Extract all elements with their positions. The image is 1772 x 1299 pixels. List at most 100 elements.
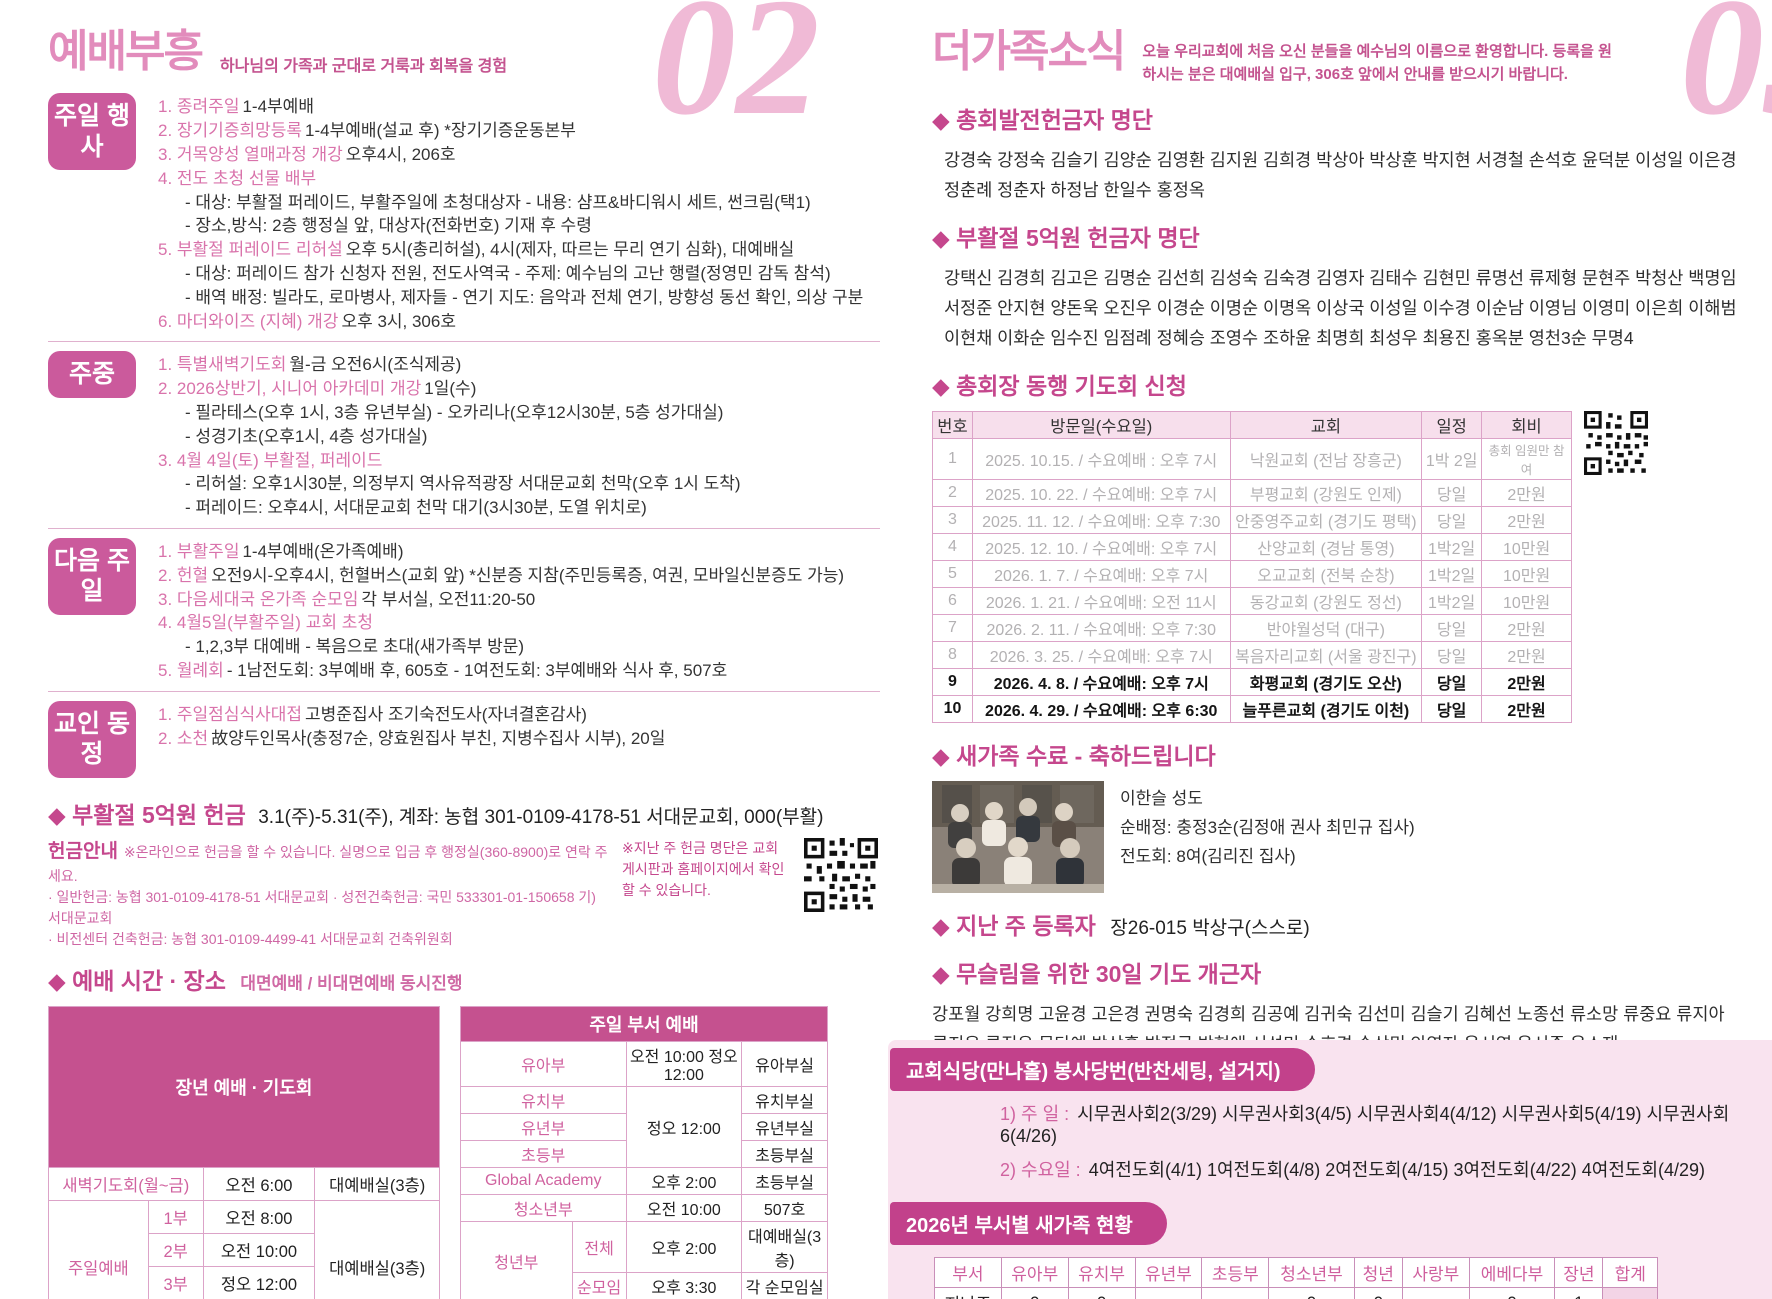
prayer-tour-wrap: 번호 방문일(수요일) 교회 일정 회비 1 2025. 10.15. / 수요예… <box>932 410 1740 723</box>
table-row: 유아부 오전 10:00 정오 12:00 유아부실 <box>460 1041 828 1088</box>
visit-date: 2026. 1. 21. / 수요예배: 오전 11시 <box>971 586 1231 615</box>
table-row: 새벽기도회(월~금) 오전 6:00 대예배실(3층) <box>48 1167 440 1202</box>
dept-time: 오전 10:00 정오 12:00 <box>625 1041 743 1088</box>
fee: 총회 임원만 참여 <box>1481 437 1572 480</box>
service-part: 2부 <box>147 1233 204 1268</box>
item-text: - 리허설: 오후1시30분, 의정부지 역사유적광장 서대문교회 천막(오후 … <box>185 474 741 494</box>
fee: 2만원 <box>1481 613 1572 642</box>
col-header: 초등부 <box>1201 1257 1270 1288</box>
section-heading: ◆ 총회장 동행 기도회 신청 <box>932 372 1187 399</box>
section-last-week-registered: ◆ 지난 주 등록자 장26-015 박상구(스스로) <box>932 907 1740 941</box>
schedule: 1박2일 <box>1421 532 1483 561</box>
table-row: 초등부 초등부실 <box>460 1140 828 1169</box>
dept-place: 유치부실 <box>741 1086 828 1115</box>
item-text: 오후 3시, 306호 <box>341 311 456 331</box>
list-subitem: - 1,2,3부 대예배 - 복음으로 초대(새가족부 방문) <box>158 635 880 659</box>
list-item: 3. 다음세대국 온가족 순모임 각 부서실, 오전11:20-50 <box>158 588 880 612</box>
worship-subheading: 대면예배 / 비대면예배 동시진행 <box>240 974 463 994</box>
item-text: 오전9시-오후4시, 헌혈버스(교회 앞) *신분증 지참(주민등록증, 여권,… <box>211 565 845 585</box>
dept-subgroup: 순모임 <box>571 1272 627 1299</box>
list-item: 4. 전도 초청 선물 배부 <box>158 167 880 191</box>
graduate-name: 이한슬 성도 <box>1120 788 1203 808</box>
dept-name: Global Academy <box>460 1167 627 1196</box>
dept-subgroup: 전체 <box>571 1221 627 1274</box>
col-header: 에베다부 <box>1468 1257 1556 1288</box>
stat-value: - <box>1134 1287 1203 1299</box>
item-text: - 1,2,3부 대예배 - 복음으로 초대(새가족부 방문) <box>185 637 525 657</box>
section-prayer-tour: ◆ 총회장 동행 기도회 신청 번호 방문일(수요일) 교회 일정 회비 <box>932 367 1740 723</box>
visit-date: 2026. 4. 29. / 수요예배: 오후 6:30 <box>971 694 1231 723</box>
dept-place: 유년부실 <box>741 1113 828 1142</box>
dept-place: 대예배실(3층) <box>741 1221 828 1274</box>
stat-value: 0 <box>1353 1287 1403 1299</box>
church-name: 반야월성덕 (대구) <box>1229 613 1423 642</box>
item-lead: 3. 4월 4일(토) 부활절, 퍼레이드 <box>158 450 383 470</box>
fee: 2만원 <box>1481 505 1572 534</box>
item-lead: 3. 다음세대국 온가족 순모임 <box>158 589 359 609</box>
item-text: 각 부서실, 오전11:20-50 <box>361 589 536 609</box>
item-text: 1-4부예배 <box>242 97 314 117</box>
service-place: 대예배실(3층) <box>314 1200 440 1299</box>
table-row: 2 2025. 10. 22. / 수요예배: 오후 7시 부평교회 (강원도 인제… <box>932 478 1572 507</box>
fee: 10만원 <box>1481 559 1572 588</box>
schedule: 당일 <box>1421 505 1483 534</box>
col-header: 유아부 <box>1000 1257 1069 1288</box>
col-header: 합계 <box>1602 1257 1658 1288</box>
section-label: 주일 행사 <box>48 93 136 171</box>
dept-name: 청년부 <box>460 1221 573 1299</box>
church-name: 늘푸른교회 (경기도 이천) <box>1229 694 1423 723</box>
item-lead: 2. 소천 <box>158 728 209 748</box>
duty-line: 1) 주 일 : 시무권사회2(3/29) 시무권사회3(4/5) 시무권사회4(… <box>1000 1100 1772 1147</box>
item-text: 오후4시, 206호 <box>345 144 456 164</box>
list-item: 4. 4월5일(부활주일) 교회 초청 <box>158 611 880 635</box>
visit-date: 2026. 4. 8. / 수요예배: 오후 7시 <box>971 667 1231 696</box>
table-row: 유치부 정오 12:00 유치부실 <box>460 1086 828 1169</box>
dept-name: 유치부 <box>460 1086 627 1115</box>
section-heading: ◆ 무슬림을 위한 30일 기도 개근자 <box>932 960 1262 987</box>
list-subitem: - 리허설: 오후1시30분, 의정부지 역사유적광장 서대문교회 천막(오후 … <box>158 472 880 496</box>
item-text: 월-금 오전6시(조식제공) <box>289 355 462 375</box>
list-item: 2. 헌혈 오전9시-오후4시, 헌혈버스(교회 앞) *신분증 지참(주민등록증… <box>158 564 880 588</box>
col-header: 번호 <box>932 410 973 439</box>
offering-guide-text: 헌금안내 ※온라인으로 헌금을 할 수 있습니다. 실명으로 입금 후 행정실(3… <box>48 838 608 951</box>
section-assembly-offering: ◆ 총회발전헌금자 명단 강경숙 강정숙 김슬기 김양순 김영환 김지원 김희경… <box>932 101 1740 205</box>
list-item: 6. 마더와이즈 (지혜) 개강 오후 3시, 306호 <box>158 310 880 334</box>
guide-line: ※온라인으로 헌금을 할 수 있습니다. 실명으로 입금 후 행정실(360-8… <box>48 843 608 885</box>
schedule: 1박2일 <box>1421 559 1483 588</box>
stat-value: - <box>1401 1287 1470 1299</box>
offering-guide: 헌금안내 ※온라인으로 헌금을 할 수 있습니다. 실명으로 입금 후 행정실(3… <box>48 837 880 951</box>
list-subitem: - 배역 배정: 빌라도, 로마병사, 제자들 - 연기 지도: 음악과 전체 … <box>158 286 880 310</box>
section-body: 1. 주일점심식사대접 고병준집사 조기숙전도사(자녀결혼감사) 2. 소천 故양두… <box>158 701 880 778</box>
stat-value: 0 <box>1268 1287 1355 1299</box>
dept-place: 각 순모임실 <box>741 1272 828 1299</box>
section-newfamily-graduation: ◆ 새가족 수료 - 축하드립니다 <box>932 737 1740 893</box>
table-row: 3 2025. 11. 12. / 수요예배: 오후 7:30 안중영주교회 (경기… <box>932 505 1572 534</box>
graduation-body: 이한슬 성도 순배정: 충정3순(김정애 권사 최민규 집사) 전도회: 8여(… <box>932 780 1740 893</box>
graduate-group: 순배정: 충정3순(김정애 권사 최민규 집사) <box>1120 817 1415 837</box>
list-item: 2. 장기기증희망등록 1-4부예배(설교 후) *장기기증운동본부 <box>158 119 880 143</box>
row-label: 지난주 <box>934 1287 1002 1299</box>
guide-line: · 비전센터 건축헌금: 농협 301-0109-4499-41 서대문교회 건… <box>48 931 453 948</box>
list-item: 2. 2026상반기, 시니어 아카데미 개강 1일(수) <box>158 377 880 401</box>
col-header: 청년 <box>1353 1257 1403 1288</box>
stat-value: 1 <box>1554 1287 1604 1299</box>
row-no: 1 <box>932 437 973 480</box>
guide-line: · 일반헌금: 농협 301-0109-4178-51 서대문교회 · 성전건축… <box>48 889 596 927</box>
right-page-header: 더가족소식 오늘 우리교회에 처음 오신 분들을 예수님의 이름으로 환영합니다… <box>932 27 1740 87</box>
page-worship-revival: 예배부흥 하나님의 가족과 군대로 거룩과 회복을 경험 주일 행사 1. 종려… <box>48 27 880 1299</box>
visit-date: 2026. 2. 11. / 수요예배: 오후 7:30 <box>971 613 1231 642</box>
table-row: 7 2026. 2. 11. / 수요예배: 오후 7:30 반야월성덕 (대구) 당… <box>932 613 1572 642</box>
easter-offering-info: ◆ 부활절 5억원 헌금 3.1(주)-5.31(주), 계좌: 농협 301-… <box>48 796 880 951</box>
col-header: 부서 <box>934 1257 1002 1288</box>
dept-time: 오후 3:30 <box>625 1272 743 1299</box>
item-lead: 6. 마더와이즈 (지혜) 개강 <box>158 311 339 331</box>
section-body: 1. 부활주일 1-4부예배(온가족예배) 2. 헌혈 오전9시-오후4시, 헌혈버… <box>158 538 880 683</box>
qr-code <box>804 837 878 912</box>
table-title: 장년 예배 · 기도회 <box>48 1006 440 1169</box>
section-label: 다음 주일 <box>48 537 136 615</box>
service-name: 새벽기도회(월~금) <box>48 1167 204 1202</box>
dept-place: 유아부실 <box>741 1041 828 1088</box>
col-header: 사랑부 <box>1401 1257 1470 1288</box>
stat-value: 0 <box>1468 1287 1556 1299</box>
item-lead: 5. 월례회 <box>158 660 224 680</box>
